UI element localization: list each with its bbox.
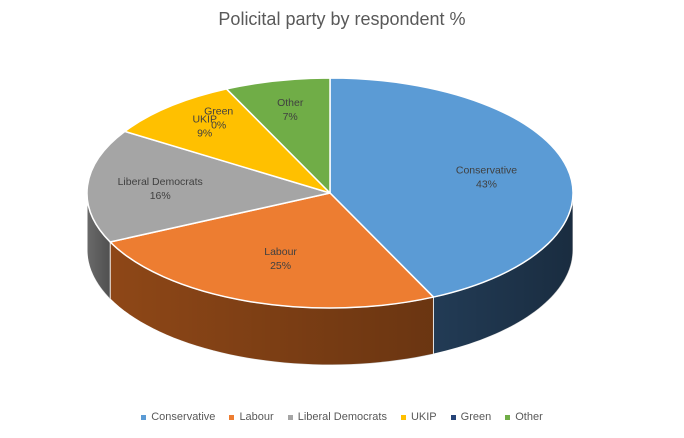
legend-item-other: Other — [505, 411, 543, 423]
legend-label: Labour — [239, 411, 274, 423]
legend-item-liberal-democrats: Liberal Democrats — [287, 411, 387, 423]
pie-labels: Conservative 43% Labour 25% Liberal Democrat… — [118, 97, 518, 272]
legend-item-green: Green — [450, 411, 492, 423]
pie-slice-liberal-democrats — [86, 130, 331, 243]
data-label-value: 9% — [197, 128, 212, 140]
data-label-value: 0% — [211, 120, 226, 132]
data-label-liberal-democrats: Liberal Democrats 16% — [118, 176, 203, 202]
pie-slice-labour — [109, 192, 435, 309]
data-label-name: Other — [277, 97, 304, 109]
legend-label: Liberal Democrats — [297, 411, 387, 423]
data-label-value: 43% — [476, 178, 497, 190]
data-label-labour: Labour 25% — [264, 246, 297, 272]
legend-label: UKIP — [410, 411, 437, 423]
pie-side-shade-conservative — [433, 193, 573, 355]
legend-swatch — [400, 414, 406, 420]
pie-tops — [86, 77, 574, 309]
legend-label: Other — [515, 411, 543, 423]
data-label-other: Other 7% — [277, 97, 304, 123]
data-label-value: 16% — [150, 190, 171, 202]
data-label-name: UKIP — [192, 114, 217, 126]
legend-swatch — [287, 414, 293, 420]
data-label-value: 7% — [283, 111, 298, 123]
chart-title: Policital party by respondent % — [218, 9, 466, 29]
legend: Conservative Labour Liberal Democrats UKIP G… — [0, 411, 684, 423]
legend-swatch — [450, 414, 456, 420]
legend-swatch — [505, 414, 511, 420]
legend-item-conservative: Conservative — [141, 411, 215, 423]
legend-label: Conservative — [151, 411, 216, 423]
legend-swatch — [141, 414, 147, 420]
data-label-conservative: Conservative 43% — [456, 164, 517, 190]
pie-side-shade-labour — [110, 241, 434, 365]
data-label-value: 25% — [270, 260, 291, 272]
legend-item-labour: Labour — [229, 411, 274, 423]
data-label-name: Labour — [264, 246, 297, 258]
legend-label: Green — [460, 411, 492, 423]
legend-swatch — [229, 414, 235, 420]
pie-slice-ukip — [124, 88, 331, 194]
data-label-name: Conservative — [456, 164, 517, 176]
pie-slice-other — [225, 77, 331, 194]
data-label-ukip: UKIP 9% — [192, 114, 217, 140]
data-label-name: Liberal Democrats — [118, 176, 203, 188]
data-label-name: Green — [204, 106, 233, 118]
legend-item-ukip: UKIP — [400, 411, 437, 423]
pie-slice-conservative — [329, 77, 574, 298]
data-label-green: Green 0% — [204, 106, 233, 132]
